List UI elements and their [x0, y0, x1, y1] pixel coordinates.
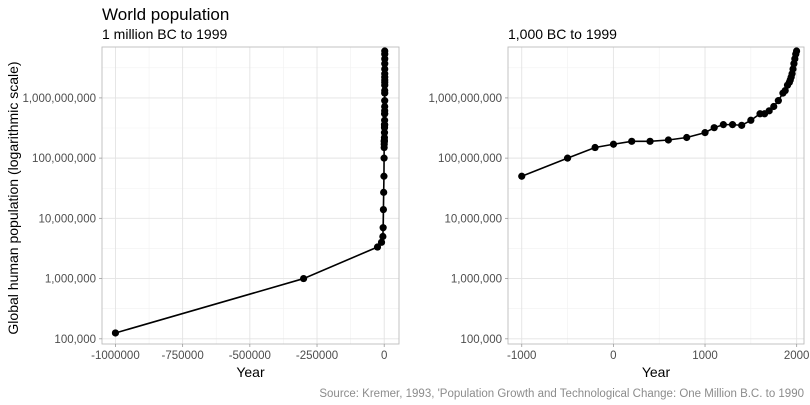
data-point — [719, 121, 727, 129]
data-point — [380, 172, 388, 180]
data-point — [664, 136, 672, 144]
data-point — [628, 137, 636, 145]
panel-million-years: 1 million BC to 1999 100,000 1,000,000 10,0… — [22, 26, 400, 380]
data-point — [381, 102, 389, 111]
data-point — [792, 47, 801, 55]
x-tick-label: 0 — [610, 350, 616, 362]
data-point — [381, 86, 389, 95]
y-axis-title: Global human population (logarithmic sca… — [5, 61, 21, 334]
data-point — [747, 116, 755, 124]
data-point — [683, 133, 691, 142]
y-tick-label: 1,000,000,000 — [22, 93, 96, 105]
data-point — [710, 124, 718, 132]
x-tick-label: -750000 — [162, 350, 204, 362]
data-point — [765, 107, 773, 115]
y-tick-label: 10,000,000 — [444, 213, 502, 225]
panel-thousand-years: 1,000 BC to 1999 100,000 1,000,000 10,000,0… — [428, 26, 809, 380]
data-point — [299, 274, 308, 283]
data-point — [701, 129, 709, 137]
data-point — [381, 65, 389, 73]
x-axis-title: Year — [642, 364, 671, 380]
data-point — [111, 329, 120, 337]
data-point — [646, 137, 654, 145]
data-point — [379, 232, 387, 241]
panel-border — [507, 46, 805, 345]
data-point — [379, 224, 387, 232]
data-point — [563, 154, 572, 162]
data-point — [774, 97, 782, 105]
data-point — [380, 121, 389, 129]
y-tick-label: 100,000,000 — [438, 153, 502, 165]
panel-border — [101, 46, 400, 345]
y-tick-label: 100,000 — [54, 334, 96, 346]
x-tick-label: -250000 — [296, 350, 338, 362]
data-point — [377, 238, 386, 246]
data-point — [609, 140, 618, 148]
data-point — [770, 102, 778, 111]
data-point — [381, 97, 389, 105]
data-point — [380, 188, 388, 196]
x-tick-label: 2000 — [784, 350, 810, 362]
data-point — [381, 116, 389, 124]
data-point — [518, 172, 526, 180]
y-tick-label: 1,000,000,000 — [428, 93, 502, 105]
x-tick-label: -1000000 — [91, 350, 140, 362]
x-tick-label: 1000 — [692, 350, 718, 362]
x-axis-title: Year — [236, 364, 265, 380]
y-tick-label: 10,000,000 — [38, 213, 96, 225]
data-point — [738, 121, 746, 129]
source-caption: Source: Kremer, 1993, 'Population Growth… — [319, 388, 804, 400]
panel-subtitle: 1 million BC to 1999 — [102, 26, 228, 42]
y-tick-label: 1,000,000 — [45, 274, 96, 286]
data-point — [728, 121, 737, 129]
data-point — [373, 243, 382, 251]
figure-title: World population — [102, 5, 229, 24]
y-tick-label: 100,000 — [460, 334, 502, 346]
data-point — [381, 47, 389, 55]
x-tick-label: -500000 — [229, 350, 271, 362]
x-tick-label: 0 — [381, 350, 387, 362]
data-point — [380, 154, 388, 162]
panel-subtitle: 1,000 BC to 1999 — [508, 26, 617, 42]
y-tick-label: 100,000,000 — [32, 153, 96, 165]
y-tick-label: 1,000,000 — [451, 274, 502, 286]
data-point — [591, 143, 599, 152]
x-tick-label: -1000 — [507, 350, 536, 362]
data-point — [379, 205, 388, 214]
